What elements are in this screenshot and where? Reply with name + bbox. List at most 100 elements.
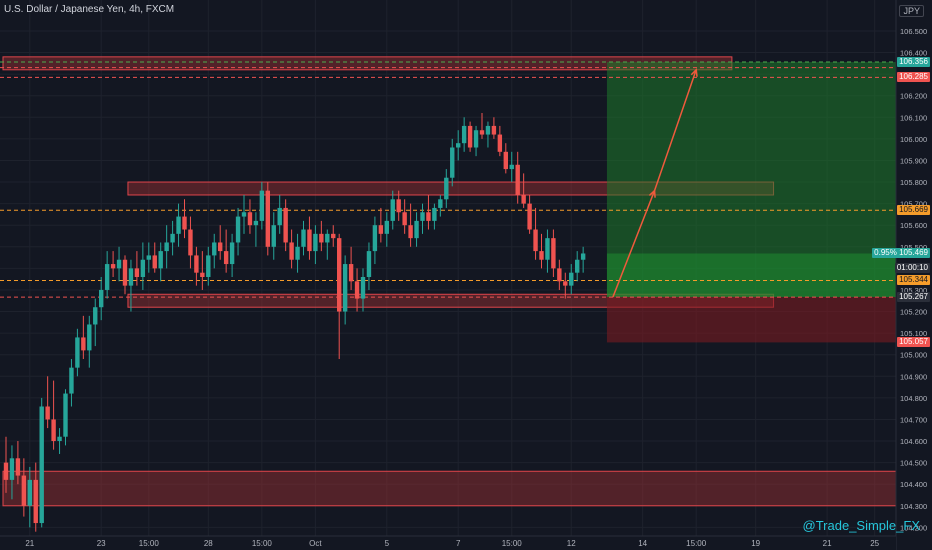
price-axis: 106.500106.400106.300106.200106.100106.0…	[895, 0, 932, 550]
long-position-tool[interactable]	[606, 62, 896, 343]
candle-body	[533, 229, 538, 252]
price-tick-label: 105.000	[900, 351, 927, 360]
candle-body	[545, 238, 550, 260]
candle-body	[503, 151, 508, 170]
price-tag: 106.285	[897, 72, 930, 83]
candle-body	[551, 238, 556, 269]
candle-body	[27, 479, 32, 506]
candle-body	[51, 419, 56, 442]
candle-body	[265, 190, 270, 247]
price-tick-label: 106.000	[900, 135, 927, 144]
price-tag: 105.669	[897, 205, 930, 216]
candle-body	[104, 264, 110, 290]
candle-body	[283, 207, 288, 243]
candle-body	[366, 251, 372, 277]
candle-body	[69, 367, 74, 394]
time-tick-label: 19	[751, 539, 760, 548]
time-tick-label: 15:00	[686, 539, 707, 548]
candle-body	[158, 251, 163, 269]
time-tick-label: 23	[97, 539, 106, 548]
candle-body	[87, 324, 92, 351]
candle-body	[271, 225, 276, 247]
candle-body	[313, 233, 318, 252]
candle-body	[402, 212, 407, 226]
candle-body	[134, 268, 140, 277]
candle-body	[307, 229, 312, 252]
price-tag: 105.344	[897, 275, 930, 286]
candle-body	[331, 233, 336, 239]
arrowhead	[690, 68, 698, 77]
price-tick-label: 105.600	[900, 221, 927, 230]
candle-body	[360, 277, 366, 299]
time-tick-label: 28	[204, 539, 213, 548]
time-tick-label: 12	[567, 539, 576, 548]
candle-body	[176, 216, 181, 234]
price-tag: 105.057	[897, 337, 930, 348]
time-tick-label: 15:00	[502, 539, 523, 548]
candlestick-series	[3, 112, 586, 532]
candle-body	[116, 259, 122, 269]
candle-body	[456, 143, 461, 148]
price-tick-label: 104.500	[900, 459, 927, 468]
candle-body	[212, 242, 217, 256]
price-tick-label: 105.200	[900, 308, 927, 317]
candle-body	[325, 233, 330, 243]
candle-body	[575, 259, 580, 273]
time-tick-label: Oct	[309, 539, 322, 548]
candle-body	[33, 479, 38, 524]
currency-label: JPY	[899, 5, 924, 17]
candle-body	[354, 281, 360, 299]
candle-body	[235, 216, 241, 243]
chart-title: U.S. Dollar / Japanese Yen, 4h, FXCM	[4, 4, 175, 15]
candle-body	[461, 125, 467, 144]
candle-body	[521, 194, 526, 204]
time-tick-label: 5	[385, 539, 390, 548]
price-tag: 0.95% 105.469	[872, 248, 930, 259]
candle-body	[396, 199, 401, 213]
candle-body	[241, 212, 247, 217]
candle-body	[21, 475, 27, 506]
time-tick-label: 21	[25, 539, 34, 548]
candle-body	[57, 436, 62, 442]
candle-body	[223, 251, 229, 265]
candle-body	[378, 225, 384, 234]
time-tick-label: 7	[456, 539, 461, 548]
candle-body	[200, 272, 205, 277]
candle-body	[277, 207, 282, 226]
candle-body	[426, 212, 431, 221]
candle-body	[45, 406, 50, 420]
candle-body	[15, 458, 21, 476]
candle-body	[253, 220, 259, 226]
candle-body	[372, 225, 378, 252]
candle-body	[259, 190, 265, 221]
candle-body	[81, 337, 86, 351]
price-tick-label: 104.200	[900, 523, 927, 532]
target-zone	[606, 62, 896, 298]
projection-arrow[interactable]	[612, 68, 698, 298]
author-watermark: @Trade_Simple_FX	[802, 518, 920, 533]
candle-body	[188, 229, 193, 256]
candle-body	[39, 406, 44, 524]
price-tick-label: 104.600	[900, 437, 927, 446]
candle-body	[479, 130, 485, 135]
candle-body	[229, 242, 235, 265]
price-tick-label: 105.700	[900, 200, 927, 209]
price-tick-label: 104.800	[900, 394, 927, 403]
price-tick-label: 105.900	[900, 156, 927, 165]
candle-body	[110, 264, 116, 269]
candle-body	[99, 289, 104, 308]
candle-body	[497, 134, 503, 152]
price-tick-label: 106.400	[900, 49, 927, 58]
price-tick-label: 104.900	[900, 372, 927, 381]
time-tick-label: 15:00	[252, 539, 273, 548]
candle-body	[485, 125, 491, 135]
open-profit-zone	[606, 253, 896, 298]
price-tick-label: 106.200	[900, 92, 927, 101]
candle-body	[152, 255, 157, 269]
candle-body	[539, 251, 544, 260]
stop-zone	[606, 297, 896, 343]
candle-body	[164, 242, 169, 252]
candle-body	[295, 246, 300, 260]
time-tick-label: 15:00	[139, 539, 160, 548]
